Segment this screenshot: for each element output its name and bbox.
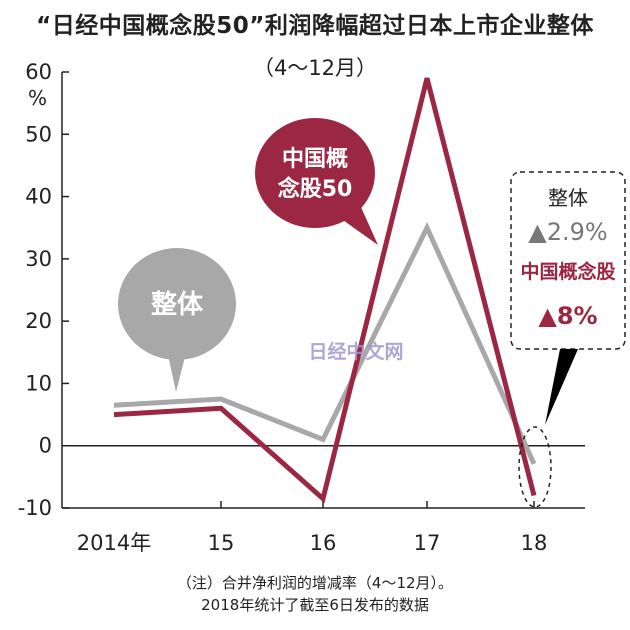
chart-subtitle: （4～12月） xyxy=(252,56,378,80)
x-tick-label: 17 xyxy=(414,531,441,555)
y-tick-label: 0 xyxy=(39,434,52,458)
overall-callout-label: 整体 xyxy=(151,289,204,320)
china-callout-line2: 念股50 xyxy=(278,176,353,202)
summary-box: 整体 ▲2.9% 中国概念股 ▲8% xyxy=(510,171,626,425)
x-tick-label: 2014年 xyxy=(77,531,151,555)
y-tick-labels: 60 50 40 30 20 10 0 -10 xyxy=(18,60,52,520)
overall-callout: 整体 xyxy=(118,248,236,392)
chart-title: “日经中国概念股50”利润降幅超过日本上市企业整体 xyxy=(36,13,594,39)
y-tick-label: 20 xyxy=(25,309,52,333)
watermark: 日经中文网 xyxy=(308,340,403,363)
y-tick-label: 50 xyxy=(25,122,52,146)
summary-overall-value: ▲2.9% xyxy=(528,218,607,246)
highlight-ellipse xyxy=(518,426,552,508)
x-tick-labels: 2014年 15 16 17 18 xyxy=(77,531,548,555)
series-lines xyxy=(113,77,537,504)
chart-axes xyxy=(61,71,585,509)
y-tick-label: 30 xyxy=(25,247,52,271)
y-tick-label: -10 xyxy=(18,496,52,520)
china-callout-line1: 中国概 xyxy=(282,146,348,172)
summary-overall-label: 整体 xyxy=(548,186,588,210)
footnote-line2: 2018年统计了截至6日发布的数据 xyxy=(201,596,429,614)
summary-china-label: 中国概念股 xyxy=(520,260,615,283)
x-tick-label: 18 xyxy=(521,531,548,555)
china-callout: 中国概 念股50 xyxy=(255,118,378,245)
y-tick-label: 10 xyxy=(25,371,52,395)
y-tick-label: 40 xyxy=(25,185,52,209)
x-tick-label: 16 xyxy=(310,531,337,555)
summary-china-value: ▲8% xyxy=(538,302,597,330)
y-tick-label: 60 xyxy=(25,60,52,84)
x-tick-label: 15 xyxy=(208,531,235,555)
y-axis-unit: % xyxy=(28,86,48,110)
footnote-line1: （注）合并净利润的增减率（4～12月）。 xyxy=(176,574,454,592)
